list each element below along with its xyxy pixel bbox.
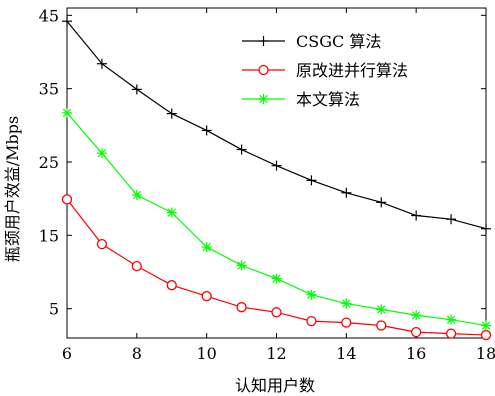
y-tick-label: 45: [39, 6, 59, 25]
x-tick-label: 16: [406, 344, 426, 363]
data-point: [376, 320, 387, 331]
data-point: [201, 125, 212, 136]
data-point: [62, 16, 72, 27]
series-lines: [61, 16, 492, 341]
y-tick-label: 25: [39, 153, 59, 172]
x-tick-label: 12: [266, 344, 286, 363]
x-tick-label: 10: [196, 344, 216, 363]
data-point: [445, 328, 457, 339]
data-point: [62, 107, 72, 118]
data-point: [131, 190, 142, 200]
series-line-1: [66, 20, 487, 230]
data-point: [480, 329, 492, 341]
data-point: [271, 307, 282, 318]
legend-entry-2: 原改进并行算法: [296, 61, 408, 80]
legend-marker-3: [258, 94, 269, 104]
legend-marker-2: [258, 64, 269, 76]
data-point: [236, 144, 247, 155]
data-point: [96, 58, 107, 69]
x-tick-label: 18: [476, 344, 495, 363]
data-point: [96, 148, 107, 159]
data-point: [131, 84, 142, 95]
data-point: [236, 260, 247, 271]
data-point: [306, 175, 317, 186]
series-line-3: [66, 112, 487, 327]
data-point: [306, 289, 317, 300]
data-point: [411, 326, 422, 338]
data-point: [166, 108, 177, 119]
data-point: [236, 302, 247, 313]
legend-entry-3: 本文算法: [296, 90, 360, 109]
y-tick-label: 35: [39, 80, 59, 99]
data-point: [341, 298, 352, 309]
data-point: [96, 238, 108, 250]
x-tick-label: 14: [336, 344, 356, 363]
y-tick-label: 5: [49, 300, 59, 319]
data-point: [376, 197, 387, 208]
data-point: [481, 223, 491, 234]
legend-marker-1: [258, 36, 269, 46]
data-point: [271, 273, 282, 284]
x-tick-label: 6: [62, 344, 72, 363]
data-point: [376, 304, 387, 315]
data-point: [166, 207, 177, 218]
data-point: [131, 260, 142, 272]
data-point: [446, 214, 457, 225]
data-point: [481, 320, 491, 331]
data-point: [166, 280, 177, 291]
data-point: [201, 291, 212, 302]
data-point: [271, 160, 282, 171]
y-tick-label: 15: [39, 226, 59, 245]
ticks: 6 8 10 12 14 16 18 5 15 25 35 45: [39, 6, 495, 363]
axes: [66, 7, 487, 339]
x-axis-label: 认知用户数: [235, 376, 315, 395]
data-point: [306, 315, 317, 327]
plot-frame: [66, 7, 487, 339]
x-tick-label: 8: [132, 344, 142, 363]
data-point: [341, 187, 352, 198]
data-point: [446, 314, 457, 325]
data-point: [341, 317, 352, 328]
legend-entry-1: CSGC 算法: [296, 32, 381, 51]
y-axis-label: 瓶颈用户效益/Mbps: [3, 116, 22, 262]
data-point: [411, 310, 422, 321]
data-point: [61, 194, 73, 205]
data-point: [201, 242, 212, 253]
data-point: [411, 210, 422, 221]
